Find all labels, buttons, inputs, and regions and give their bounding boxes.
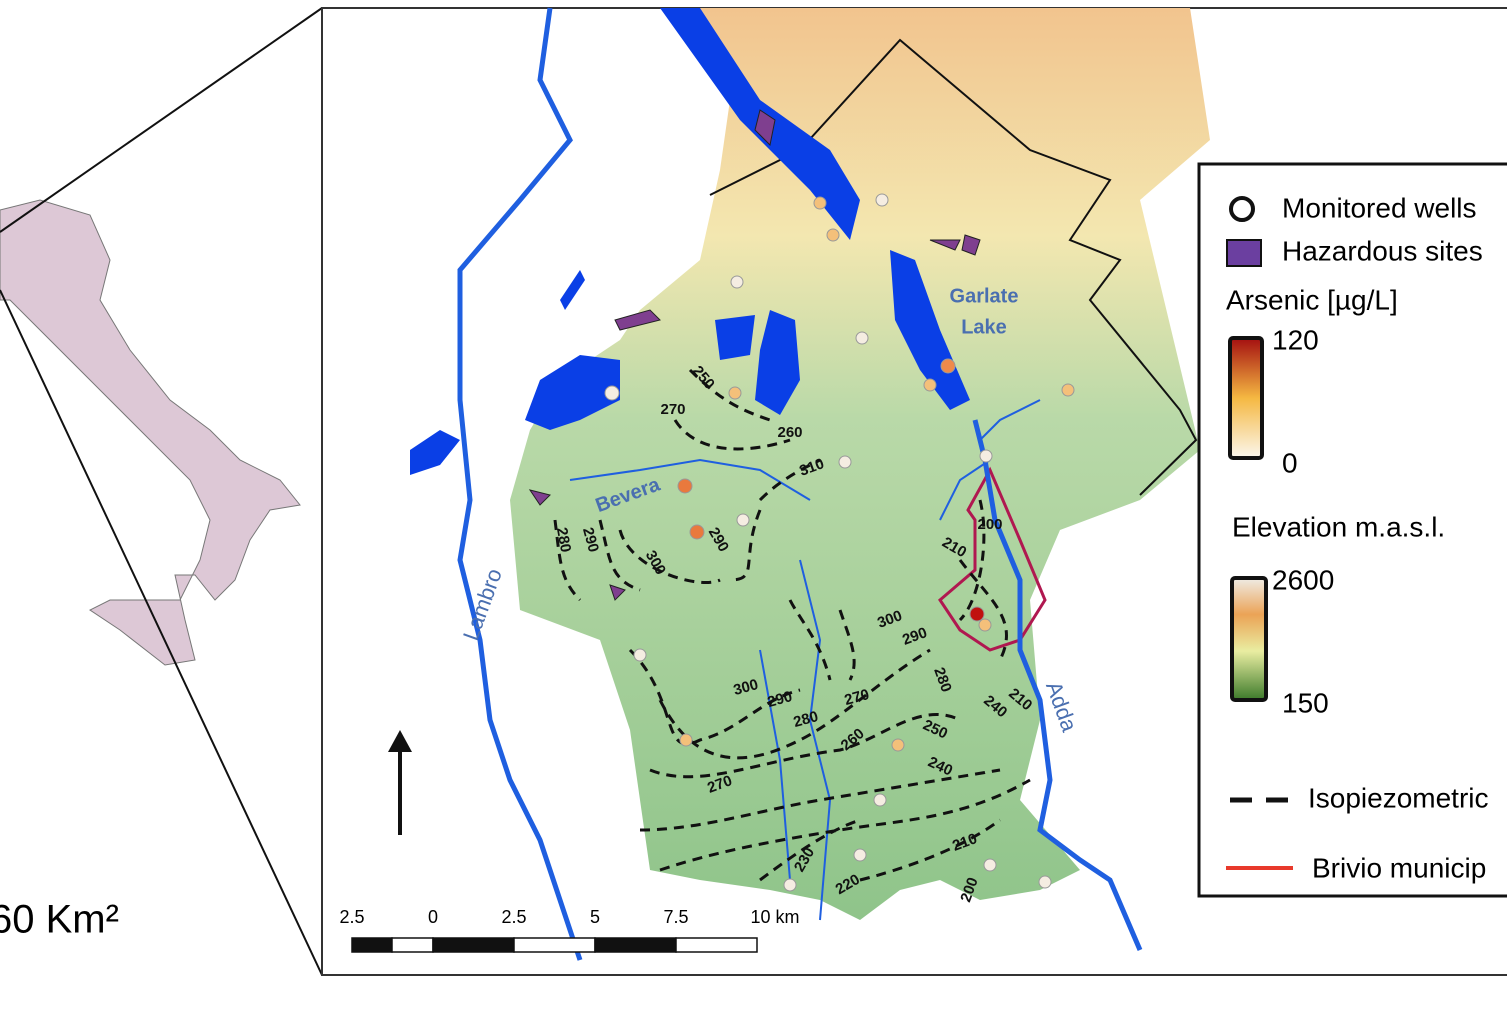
well — [853, 848, 867, 862]
place-label: Lake — [961, 316, 1007, 338]
lake — [525, 355, 620, 430]
well — [679, 733, 693, 747]
scale-label: 2.5 — [339, 907, 364, 927]
legend-hazard-symbol — [1226, 239, 1262, 267]
lake — [715, 315, 755, 360]
well — [736, 513, 750, 527]
contour-label: 260 — [777, 424, 802, 441]
well — [677, 478, 693, 494]
well — [689, 524, 705, 540]
well — [604, 385, 620, 401]
scale-label: 10 km — [750, 907, 799, 927]
contour-label: 280 — [553, 526, 574, 554]
well — [873, 793, 887, 807]
lake — [560, 270, 585, 310]
colorbar-label: 0 — [1282, 447, 1298, 478]
italy-map — [0, 199, 301, 666]
legend-label: Brivio municip — [1312, 852, 1486, 883]
lake — [755, 310, 800, 415]
contour-label: 290 — [579, 526, 602, 555]
elevation-colorbar — [1230, 576, 1268, 702]
well — [728, 386, 742, 400]
legend-label: Hazardous sites — [1282, 235, 1483, 266]
zoom-line — [0, 289, 323, 976]
legend-title: Elevation m.a.s.l. — [1232, 511, 1445, 542]
contour-label: 200 — [977, 516, 1002, 533]
river — [457, 7, 583, 961]
legend-well-symbol — [1229, 196, 1255, 222]
wells — [604, 193, 1075, 892]
well — [983, 858, 997, 872]
well — [940, 358, 956, 374]
colorbar-label: 150 — [1282, 687, 1329, 718]
well — [969, 606, 985, 622]
well — [1038, 875, 1052, 889]
well — [891, 738, 905, 752]
contour-label: 280 — [792, 708, 821, 731]
well — [1061, 383, 1075, 397]
boundary — [709, 38, 1198, 496]
well — [813, 196, 827, 210]
well — [923, 378, 937, 392]
scale-label: 2.5 — [501, 907, 526, 927]
contour-label: 270 — [843, 686, 872, 709]
legend-box — [1197, 162, 1507, 898]
scale-label: 7.5 — [663, 907, 688, 927]
well — [838, 455, 852, 469]
scale-label: 0 — [428, 907, 438, 927]
north-arrow-head — [388, 730, 412, 752]
scale-label: 5 — [590, 907, 600, 927]
contour-label: 270 — [660, 401, 685, 418]
area-label: 60 Km² — [0, 898, 119, 942]
well — [730, 275, 744, 289]
brivio-boundary — [938, 466, 1047, 652]
legend-label: Monitored wells — [1282, 192, 1477, 223]
isoline — [553, 368, 1031, 882]
lake — [410, 430, 460, 475]
well — [978, 618, 992, 632]
legend-label: Isopiezometric — [1308, 782, 1489, 813]
hazard-site — [528, 109, 981, 601]
river — [972, 419, 1143, 951]
well — [633, 648, 647, 662]
well — [875, 193, 889, 207]
legend-title: Arsenic [µg/L] — [1226, 284, 1398, 315]
well — [826, 228, 840, 242]
well — [783, 878, 797, 892]
colorbar-label: 120 — [1272, 324, 1319, 355]
place-label: Garlate — [950, 285, 1019, 307]
stream — [569, 399, 1041, 921]
contour-label: 290 — [766, 688, 795, 711]
contour-label: 300 — [732, 676, 761, 699]
well — [979, 449, 993, 463]
scale-bar — [351, 937, 758, 953]
arsenic-colorbar — [1228, 336, 1264, 460]
zoom-line — [0, 7, 323, 233]
well — [855, 331, 869, 345]
colorbar-label: 2600 — [1272, 564, 1334, 595]
